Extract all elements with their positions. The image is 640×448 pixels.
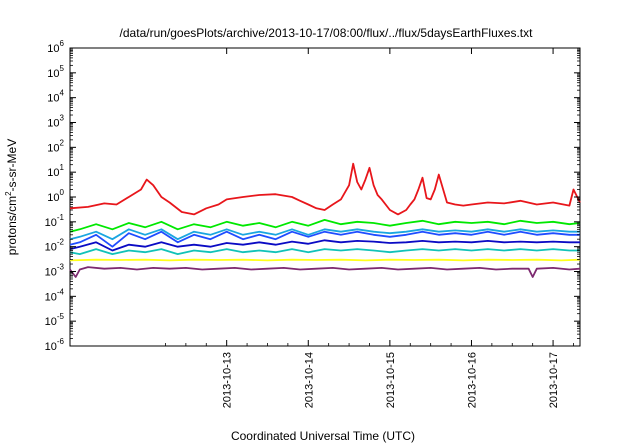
y-tick-label: 105	[47, 64, 64, 80]
x-tick-label: 2013-10-13	[222, 352, 234, 408]
series-line	[69, 239, 580, 252]
y-tick-label: 106	[47, 39, 64, 55]
y-axis-label: protons/cm2-s-sr-MeV	[4, 139, 19, 255]
y-tick-label: 10-5	[45, 312, 65, 328]
x-axis-ticks: 2013-10-13 2013-10-14 2013-10-15 2013-10-16…	[165, 48, 574, 408]
series-layer	[69, 162, 581, 278]
series-line	[69, 266, 581, 278]
y-tick-label: 10-1	[45, 213, 65, 229]
plot-frame	[69, 47, 581, 347]
x-tick-label: 2013-10-14	[303, 352, 315, 408]
y-tick-label: 10-2	[45, 238, 65, 254]
y-tick-label: 10-6	[45, 337, 65, 353]
y-axis-label-post: -s-sr-MeV	[5, 139, 19, 192]
series-line	[69, 162, 581, 216]
y-tick-label: 104	[47, 89, 64, 105]
x-axis-label: Coordinated Universal Time (UTC)	[231, 429, 415, 443]
y-tick-label: 10-4	[45, 287, 65, 303]
y-tick-label: 103	[47, 114, 64, 130]
y-axis-label-sup: 2	[4, 191, 13, 196]
series-line	[69, 248, 580, 256]
y-tick-label: 10-3	[45, 263, 65, 279]
x-tick-label: 2013-10-15	[385, 352, 397, 408]
chart-title: /data/run/goesPlots/archive/2013-10-17/0…	[120, 26, 534, 40]
y-tick-label: 101	[47, 163, 64, 179]
y-axis-ticks: 10-6 10-5 10-4 10-3 10-2 10-1 100 101 102 103 104 1…	[45, 39, 580, 353]
x-tick-label: 2013-10-16	[466, 352, 478, 408]
x-tick-label: 2013-10-17	[548, 352, 560, 408]
y-tick-label: 102	[47, 138, 64, 154]
series-line	[69, 230, 580, 248]
series-line	[69, 258, 581, 262]
y-axis-label-pre: protons/cm	[5, 196, 19, 255]
y-tick-label: 100	[47, 188, 64, 204]
series-line	[69, 228, 580, 241]
plot-area	[69, 47, 581, 347]
series-line	[69, 218, 581, 233]
